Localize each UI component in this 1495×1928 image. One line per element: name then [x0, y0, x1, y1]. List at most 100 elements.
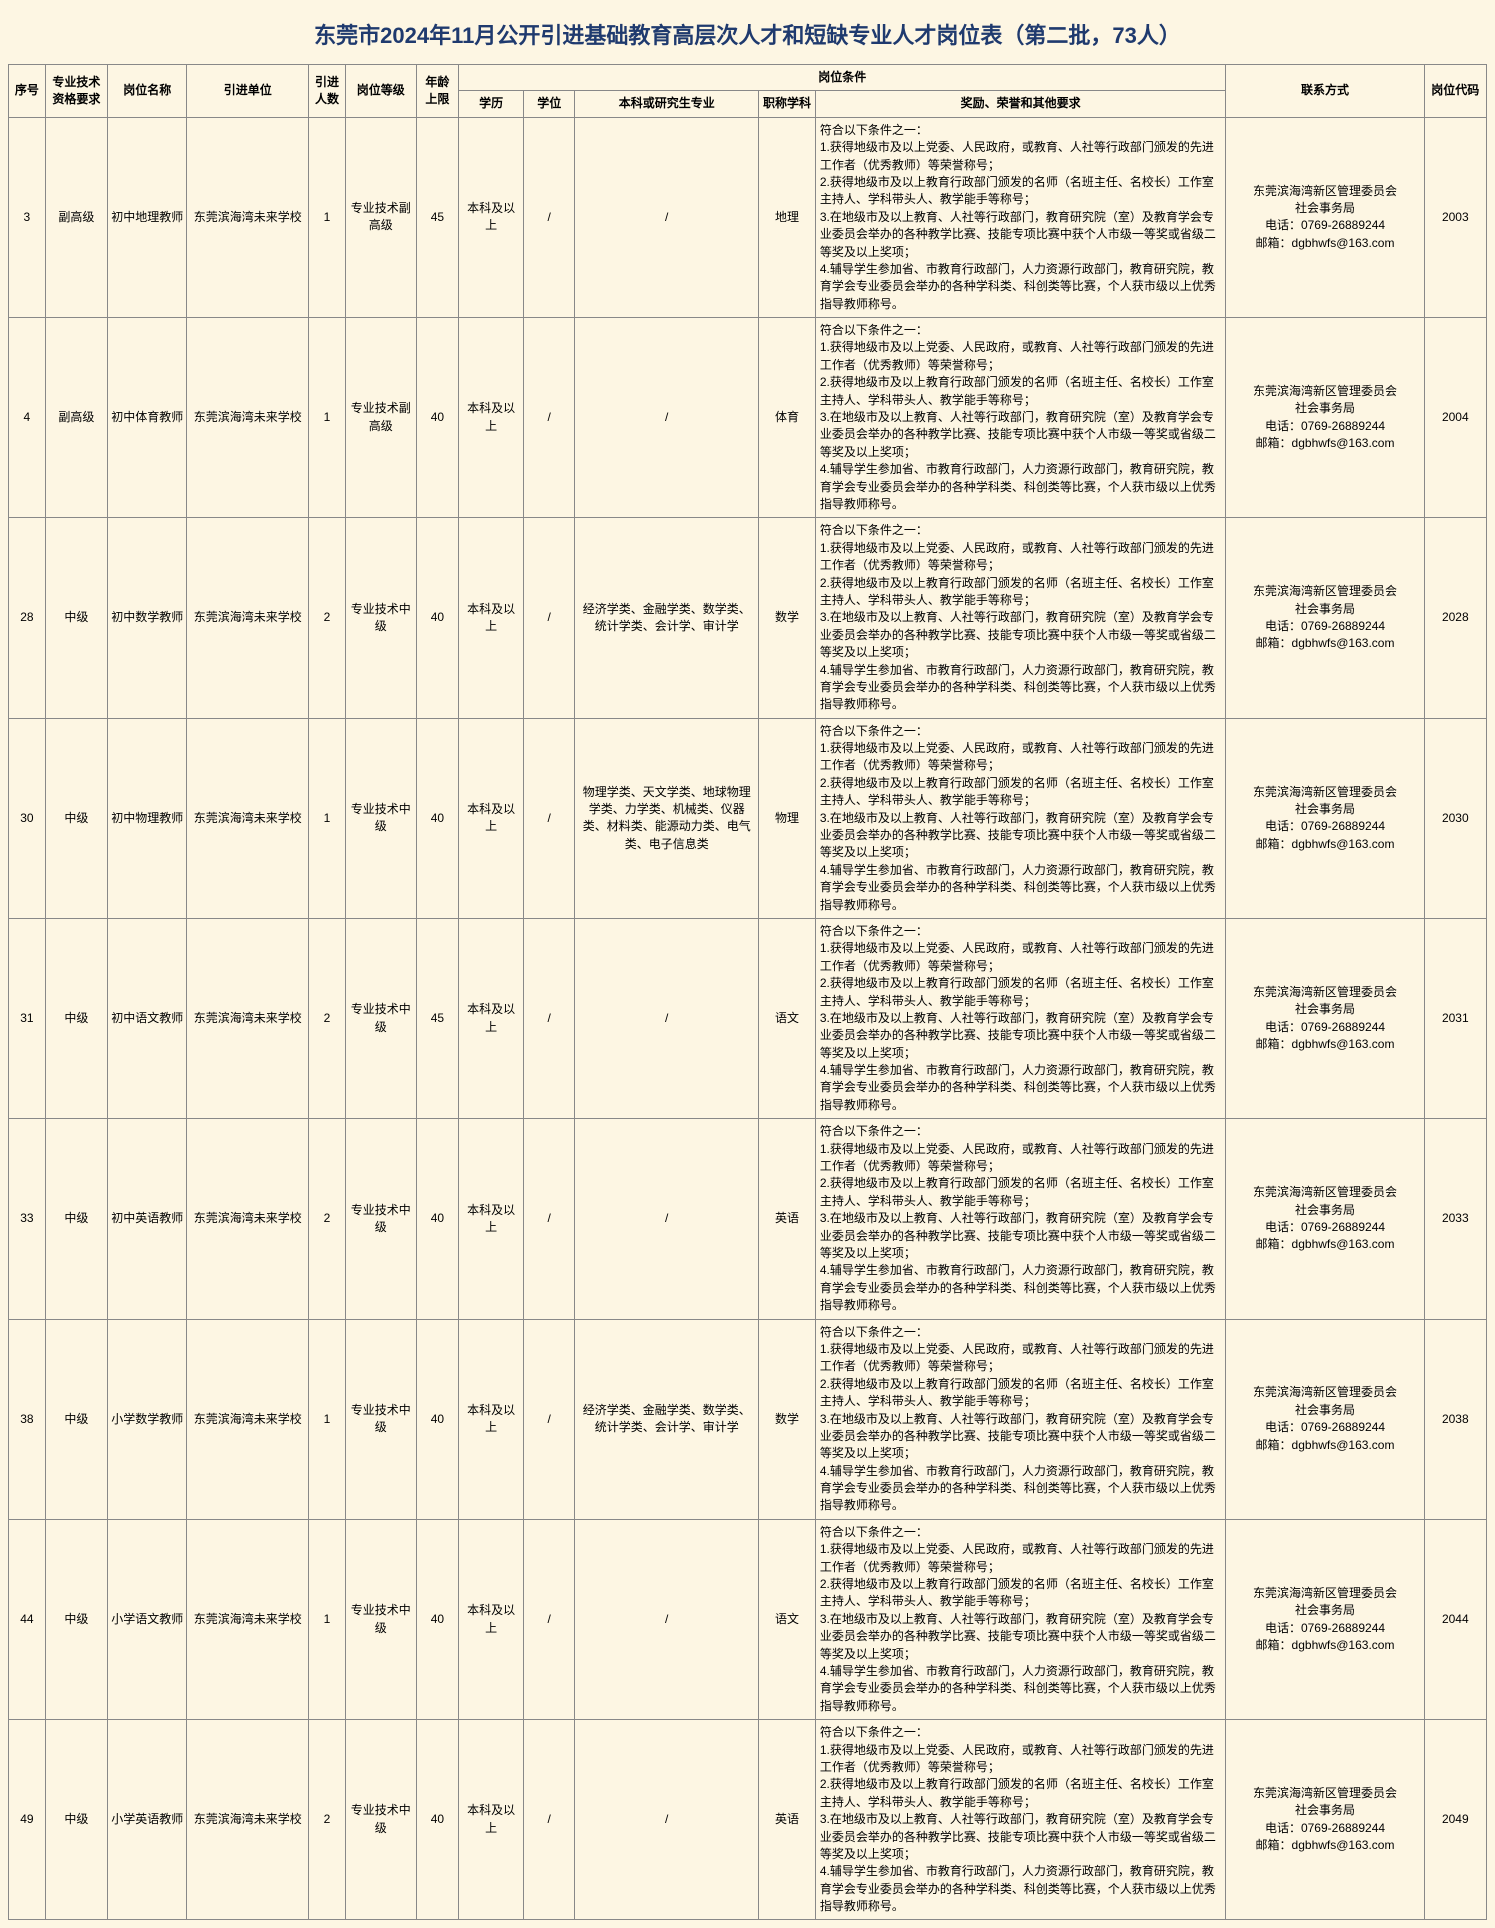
cell-major: 经济学类、金融学类、数学类、统计学类、会计学、审计学 [575, 1319, 759, 1519]
cell-age: 45 [416, 117, 458, 317]
cell-unit: 东莞滨海湾未来学校 [187, 518, 309, 718]
col-other: 奖励、荣誉和其他要求 [815, 91, 1226, 117]
col-contact: 联系方式 [1226, 65, 1424, 118]
cell-major: / [575, 1720, 759, 1920]
cell-seq: 44 [9, 1519, 46, 1719]
cell-level: 专业技术中级 [345, 1519, 416, 1719]
cell-age: 45 [416, 918, 458, 1118]
cell-level: 专业技术中级 [345, 518, 416, 718]
cell-contact: 东莞滨海湾新区管理委员会社会事务局电话：0769-26889244邮箱：dgbh… [1226, 117, 1424, 317]
cell-level: 专业技术中级 [345, 1119, 416, 1319]
col-num: 引进人数 [309, 65, 346, 118]
cell-qual: 中级 [45, 518, 107, 718]
cell-deg: / [524, 1119, 575, 1319]
cell-qual: 中级 [45, 918, 107, 1118]
cell-qual: 中级 [45, 1119, 107, 1319]
cell-deg: / [524, 117, 575, 317]
cell-deg: / [524, 918, 575, 1118]
cell-code: 2003 [1424, 117, 1486, 317]
cell-code: 2049 [1424, 1720, 1486, 1920]
cell-code: 2004 [1424, 318, 1486, 518]
cell-unit: 东莞滨海湾未来学校 [187, 718, 309, 918]
cell-pname: 初中语文教师 [108, 918, 187, 1118]
cell-other: 符合以下条件之一：1.获得地级市及以上党委、人民政府，或教育、人社等行政部门颁发… [815, 1319, 1226, 1519]
cell-major: / [575, 117, 759, 317]
cell-seq: 4 [9, 318, 46, 518]
cell-pname: 初中物理教师 [108, 718, 187, 918]
cell-pname: 小学数学教师 [108, 1319, 187, 1519]
cell-age: 40 [416, 1519, 458, 1719]
cell-pname: 小学语文教师 [108, 1519, 187, 1719]
cell-seq: 28 [9, 518, 46, 718]
cell-level: 专业技术中级 [345, 718, 416, 918]
col-seq: 序号 [9, 65, 46, 118]
col-pname: 岗位名称 [108, 65, 187, 118]
cell-major: 物理学类、天文学类、地球物理学类、力学类、机械类、仪器类、材料类、能源动力类、电… [575, 718, 759, 918]
cell-seq: 33 [9, 1119, 46, 1319]
col-level: 岗位等级 [345, 65, 416, 118]
cell-unit: 东莞滨海湾未来学校 [187, 1720, 309, 1920]
cell-pname: 初中英语教师 [108, 1119, 187, 1319]
col-deg: 学位 [524, 91, 575, 117]
cell-ptitle: 数学 [759, 518, 816, 718]
cell-major: 经济学类、金融学类、数学类、统计学类、会计学、审计学 [575, 518, 759, 718]
page-title: 东莞市2024年11月公开引进基础教育高层次人才和短缺专业人才岗位表（第二批，7… [8, 8, 1487, 64]
cell-pname: 初中数学教师 [108, 518, 187, 718]
cell-num: 2 [309, 1119, 346, 1319]
cell-unit: 东莞滨海湾未来学校 [187, 117, 309, 317]
col-qual: 专业技术资格要求 [45, 65, 107, 118]
table-row: 49中级小学英语教师东莞滨海湾未来学校2专业技术中级40本科及以上//英语符合以… [9, 1720, 1487, 1920]
cell-qual: 副高级 [45, 318, 107, 518]
positions-table: 序号 专业技术资格要求 岗位名称 引进单位 引进人数 岗位等级 年龄上限 岗位条… [8, 64, 1487, 1920]
cell-num: 1 [309, 1319, 346, 1519]
cell-ptitle: 物理 [759, 718, 816, 918]
cell-contact: 东莞滨海湾新区管理委员会社会事务局电话：0769-26889244邮箱：dgbh… [1226, 318, 1424, 518]
cell-age: 40 [416, 1319, 458, 1519]
cell-other: 符合以下条件之一：1.获得地级市及以上党委、人民政府，或教育、人社等行政部门颁发… [815, 117, 1226, 317]
cell-unit: 东莞滨海湾未来学校 [187, 918, 309, 1118]
cell-pname: 初中体育教师 [108, 318, 187, 518]
cell-seq: 49 [9, 1720, 46, 1920]
cell-edu: 本科及以上 [459, 1519, 524, 1719]
cell-qual: 中级 [45, 718, 107, 918]
table-row: 44中级小学语文教师东莞滨海湾未来学校1专业技术中级40本科及以上//语文符合以… [9, 1519, 1487, 1719]
cell-pname: 小学英语教师 [108, 1720, 187, 1920]
cell-num: 2 [309, 1720, 346, 1920]
cell-ptitle: 数学 [759, 1319, 816, 1519]
cell-edu: 本科及以上 [459, 1119, 524, 1319]
cell-code: 2028 [1424, 518, 1486, 718]
col-ptitle: 职称学科 [759, 91, 816, 117]
cell-deg: / [524, 718, 575, 918]
cell-deg: / [524, 318, 575, 518]
cell-qual: 中级 [45, 1519, 107, 1719]
cell-other: 符合以下条件之一：1.获得地级市及以上党委、人民政府，或教育、人社等行政部门颁发… [815, 318, 1226, 518]
cell-contact: 东莞滨海湾新区管理委员会社会事务局电话：0769-26889244邮箱：dgbh… [1226, 1720, 1424, 1920]
cell-other: 符合以下条件之一：1.获得地级市及以上党委、人民政府，或教育、人社等行政部门颁发… [815, 518, 1226, 718]
table-row: 38中级小学数学教师东莞滨海湾未来学校1专业技术中级40本科及以上/经济学类、金… [9, 1319, 1487, 1519]
cell-edu: 本科及以上 [459, 918, 524, 1118]
cell-num: 1 [309, 318, 346, 518]
cell-edu: 本科及以上 [459, 117, 524, 317]
cell-deg: / [524, 518, 575, 718]
cell-edu: 本科及以上 [459, 1720, 524, 1920]
cell-code: 2033 [1424, 1119, 1486, 1319]
cell-level: 专业技术副高级 [345, 117, 416, 317]
cell-deg: / [524, 1519, 575, 1719]
cell-age: 40 [416, 718, 458, 918]
cell-ptitle: 体育 [759, 318, 816, 518]
cell-contact: 东莞滨海湾新区管理委员会社会事务局电话：0769-26889244邮箱：dgbh… [1226, 1119, 1424, 1319]
cell-other: 符合以下条件之一：1.获得地级市及以上党委、人民政府，或教育、人社等行政部门颁发… [815, 1119, 1226, 1319]
cell-age: 40 [416, 518, 458, 718]
cell-ptitle: 语文 [759, 1519, 816, 1719]
cell-seq: 3 [9, 117, 46, 317]
cell-other: 符合以下条件之一：1.获得地级市及以上党委、人民政府，或教育、人社等行政部门颁发… [815, 1720, 1226, 1920]
cell-qual: 中级 [45, 1319, 107, 1519]
cell-unit: 东莞滨海湾未来学校 [187, 318, 309, 518]
cell-other: 符合以下条件之一：1.获得地级市及以上党委、人民政府，或教育、人社等行政部门颁发… [815, 718, 1226, 918]
col-cond: 岗位条件 [459, 65, 1226, 91]
cell-unit: 东莞滨海湾未来学校 [187, 1119, 309, 1319]
cell-deg: / [524, 1319, 575, 1519]
cell-deg: / [524, 1720, 575, 1920]
col-age: 年龄上限 [416, 65, 458, 118]
cell-qual: 中级 [45, 1720, 107, 1920]
